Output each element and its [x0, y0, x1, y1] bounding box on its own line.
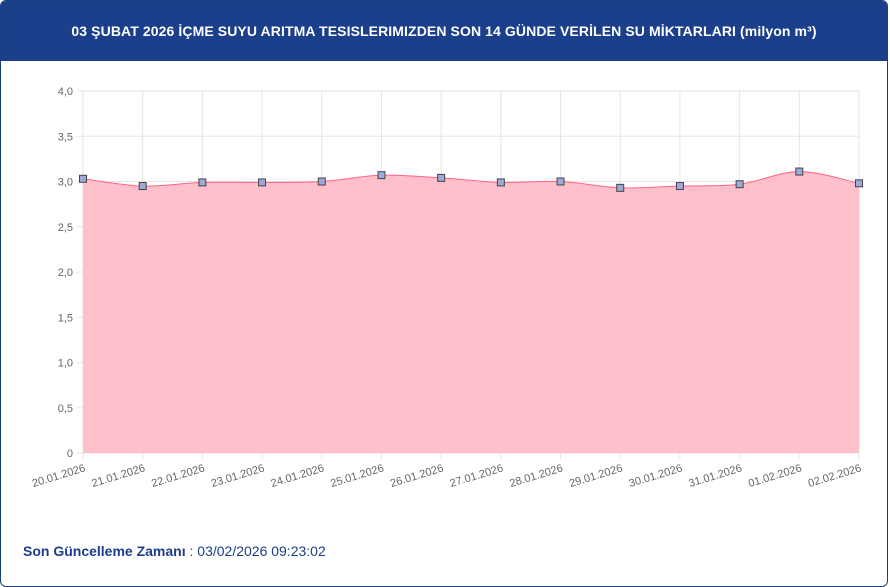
water-chart: 0 0,5 1,0 1,5 2,0 2,5 3,0 3,5 4,0 20.01.2026 21.0…	[31, 86, 863, 490]
data-point	[855, 179, 863, 188]
x-tick-label: 21.01.2026	[90, 462, 146, 490]
x-tick-label: 25.01.2026	[329, 462, 385, 490]
last-update-separator: :	[185, 543, 198, 559]
x-tick-label: 01.02.2026	[747, 462, 803, 490]
y-tick-label: 3,5	[58, 131, 73, 143]
chart-title: 03 ŞUBAT 2026 İÇME SUYU ARITMA TESISLERI…	[71, 23, 817, 39]
data-point	[138, 182, 147, 191]
data-point	[317, 177, 326, 186]
last-update: Son Güncelleme Zamanı : 03/02/2026 09:23…	[23, 543, 326, 559]
data-point	[795, 167, 804, 176]
x-tick-label: 02.02.2026	[807, 462, 863, 490]
x-tick-label: 26.01.2026	[389, 462, 445, 490]
x-tick-label: 20.01.2026	[31, 462, 87, 490]
x-tick-label: 28.01.2026	[508, 462, 564, 490]
y-tick-label: 1,0	[58, 358, 73, 370]
data-point	[437, 173, 446, 182]
data-point	[675, 182, 684, 191]
y-tick-label: 4,0	[58, 86, 73, 98]
x-tick-label: 29.01.2026	[568, 462, 624, 490]
data-point	[79, 174, 87, 183]
y-tick-label: 0	[67, 448, 73, 460]
area-layer	[82, 171, 860, 453]
data-point	[735, 180, 744, 189]
data-point	[616, 183, 625, 192]
x-tick-label: 24.01.2026	[269, 462, 325, 490]
x-tick-label: 23.01.2026	[210, 462, 266, 490]
data-point	[556, 177, 565, 186]
series-area	[83, 171, 859, 453]
x-tick-label: 22.01.2026	[150, 462, 206, 490]
last-update-label: Son Güncelleme Zamanı	[23, 543, 186, 559]
y-tick-label: 2,0	[58, 267, 73, 279]
y-tick-label: 0,5	[58, 403, 73, 415]
data-points	[79, 167, 863, 192]
y-tick-label: 2,5	[58, 222, 73, 234]
series-line	[82, 171, 860, 189]
x-axis: 20.01.2026 21.01.2026 22.01.2026 23.01.2026…	[31, 462, 863, 490]
y-tick-label: 1,5	[58, 312, 73, 324]
y-tick-label: 3,0	[58, 177, 73, 189]
data-point	[496, 178, 505, 187]
chart-header: 03 ŞUBAT 2026 İÇME SUYU ARITMA TESISLERI…	[1, 1, 887, 61]
data-point	[198, 178, 207, 187]
data-point	[258, 178, 267, 187]
x-tick-label: 31.01.2026	[687, 462, 743, 490]
last-update-value: 03/02/2026 09:23:02	[197, 543, 326, 559]
data-point	[377, 171, 386, 180]
x-tick-label: 27.01.2026	[449, 462, 505, 490]
x-tick-label: 30.01.2026	[628, 462, 684, 490]
y-axis: 0 0,5 1,0 1,5 2,0 2,5 3,0 3,5 4,0	[58, 86, 73, 460]
